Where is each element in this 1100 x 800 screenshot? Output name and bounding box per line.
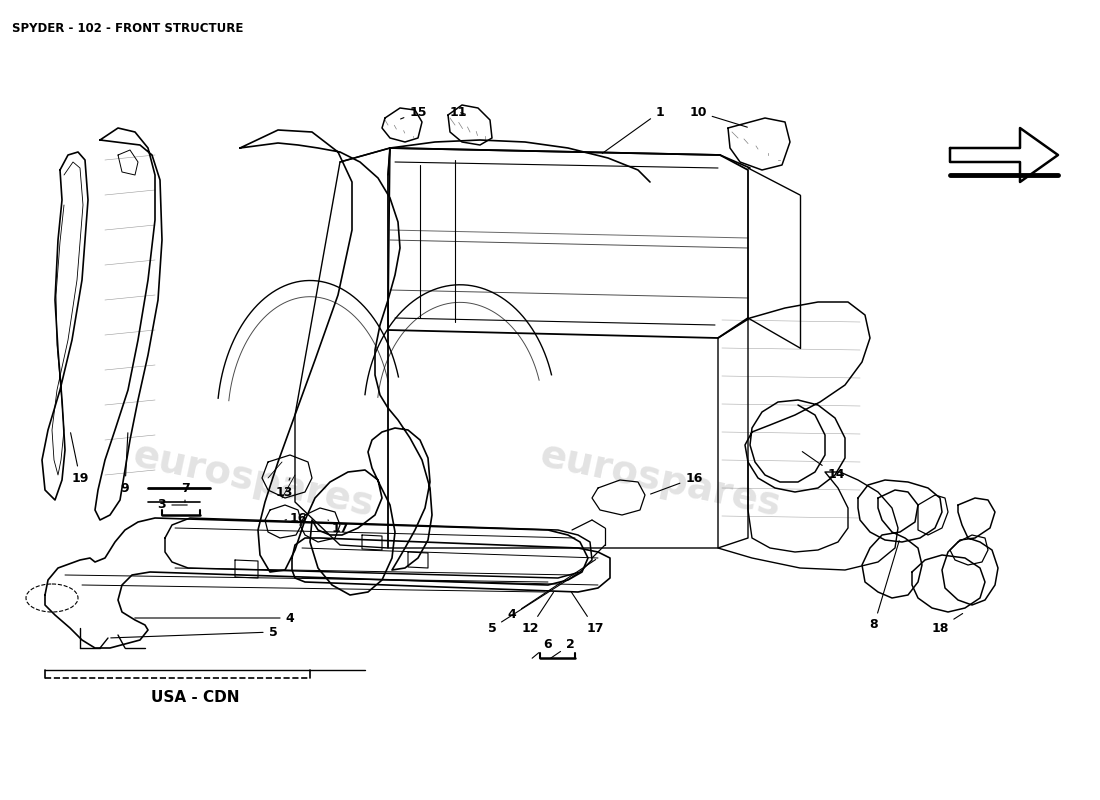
Text: 2: 2 — [550, 638, 574, 658]
Text: 7: 7 — [180, 482, 189, 502]
Text: eurospares: eurospares — [129, 436, 377, 524]
Text: 14: 14 — [802, 451, 845, 482]
Text: 8: 8 — [870, 541, 899, 631]
Text: 9: 9 — [121, 433, 130, 494]
Text: 6: 6 — [532, 638, 552, 658]
Text: 17: 17 — [328, 520, 349, 534]
Text: 3: 3 — [157, 498, 187, 511]
Text: 4: 4 — [507, 559, 596, 622]
Text: 4: 4 — [135, 611, 295, 625]
Text: 12: 12 — [521, 592, 553, 634]
Text: 19: 19 — [70, 433, 89, 485]
Text: 16: 16 — [285, 511, 307, 525]
Text: SPYDER - 102 - FRONT STRUCTURE: SPYDER - 102 - FRONT STRUCTURE — [12, 22, 243, 35]
Text: 11: 11 — [449, 106, 466, 118]
Text: 5: 5 — [487, 574, 578, 634]
Text: 13: 13 — [275, 478, 293, 498]
Text: 17: 17 — [572, 592, 604, 634]
Text: 18: 18 — [932, 614, 962, 634]
Text: 15: 15 — [400, 106, 427, 119]
Text: 10: 10 — [690, 106, 747, 127]
Text: 5: 5 — [111, 626, 277, 638]
Text: eurospares: eurospares — [536, 436, 784, 524]
Text: USA - CDN: USA - CDN — [151, 690, 240, 705]
Text: 1: 1 — [603, 106, 664, 154]
Text: 16: 16 — [650, 471, 703, 494]
